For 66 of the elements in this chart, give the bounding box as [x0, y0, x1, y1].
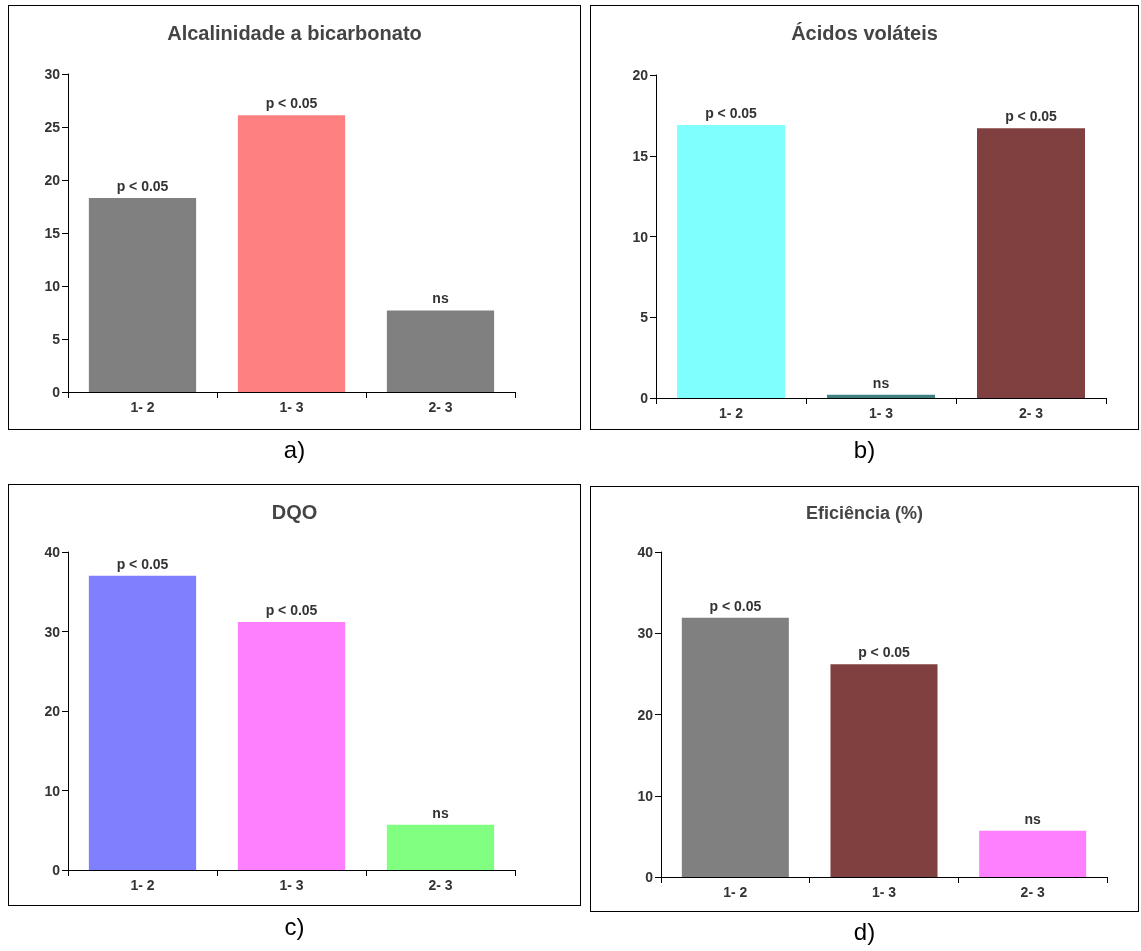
data-label: p < 0.05 [1005, 108, 1058, 125]
x-tick-label: 2- 3 [428, 399, 453, 415]
y-tick-label: 20 [44, 172, 61, 188]
chart-title: Ácidos voláteis [791, 22, 938, 44]
y-tick-label: 20 [632, 67, 649, 83]
y-tick-label: 10 [44, 782, 61, 799]
y-tick-label: 10 [44, 278, 61, 294]
x-tick-label: 1- 3 [871, 884, 897, 900]
y-tick-label: 15 [44, 225, 61, 241]
y-tick-label: 30 [44, 66, 61, 82]
bar [830, 664, 938, 877]
text: a) [282, 436, 307, 464]
chart-title: DQO [271, 501, 318, 523]
bar [677, 125, 785, 398]
x-tick-label: 1- 3 [868, 405, 894, 421]
data-label: p < 0.05 [265, 95, 318, 112]
y-tick-label: 5 [640, 309, 649, 326]
data-label: p < 0.05 [858, 644, 911, 661]
text: d) [852, 918, 877, 946]
y-tick-label: 20 [44, 703, 61, 719]
y-tick-label: 10 [637, 787, 654, 804]
x-tick-label: 1- 3 [279, 877, 304, 893]
x-tick-label: 1- 2 [718, 405, 744, 421]
bar [977, 128, 1085, 398]
data-label: ns [1024, 810, 1042, 827]
y-tick-label: 0 [52, 862, 61, 878]
y-tick-label: 20 [637, 706, 654, 723]
bar [979, 830, 1087, 877]
data-label: p < 0.05 [265, 601, 318, 618]
x-tick-label: 2- 3 [428, 877, 453, 893]
y-tick-label: 5 [52, 331, 61, 347]
text: b) [852, 436, 877, 464]
x-tick-label: 1- 2 [130, 877, 155, 893]
bar [88, 198, 197, 392]
bar [88, 575, 197, 870]
x-tick-label: 1- 2 [723, 884, 748, 900]
bar [237, 621, 346, 870]
text: c) [283, 913, 306, 941]
y-tick-label: 0 [52, 384, 61, 400]
y-tick-label: 0 [645, 869, 654, 885]
data-label: ns [432, 804, 449, 821]
chart-title: Eficiência (%) [805, 503, 924, 523]
y-tick-label: 25 [44, 119, 61, 135]
y-tick-label: 10 [632, 228, 649, 245]
y-tick-label: 30 [44, 623, 61, 640]
chart-title: Alcalinidade a bicarbonato [167, 22, 422, 44]
data-label: p < 0.05 [705, 105, 758, 122]
y-tick-label: 40 [637, 544, 654, 560]
bar [827, 394, 935, 398]
data-label: ns [432, 290, 449, 307]
y-tick-label: 15 [632, 147, 649, 164]
bar [386, 310, 495, 392]
data-label: p < 0.05 [709, 597, 762, 614]
y-tick-label: 30 [637, 625, 654, 642]
x-tick-label: 1- 2 [130, 399, 155, 415]
data-label: ns [872, 374, 890, 391]
bar [237, 115, 346, 392]
data-label: p < 0.05 [116, 178, 169, 195]
data-label: p < 0.05 [116, 555, 169, 572]
x-tick-label: 2- 3 [1018, 405, 1044, 421]
x-tick-label: 2- 3 [1020, 884, 1045, 900]
bar [386, 824, 495, 870]
x-tick-label: 1- 3 [279, 399, 304, 415]
y-tick-label: 0 [640, 390, 649, 406]
y-tick-label: 40 [44, 544, 61, 560]
bar [681, 617, 789, 877]
